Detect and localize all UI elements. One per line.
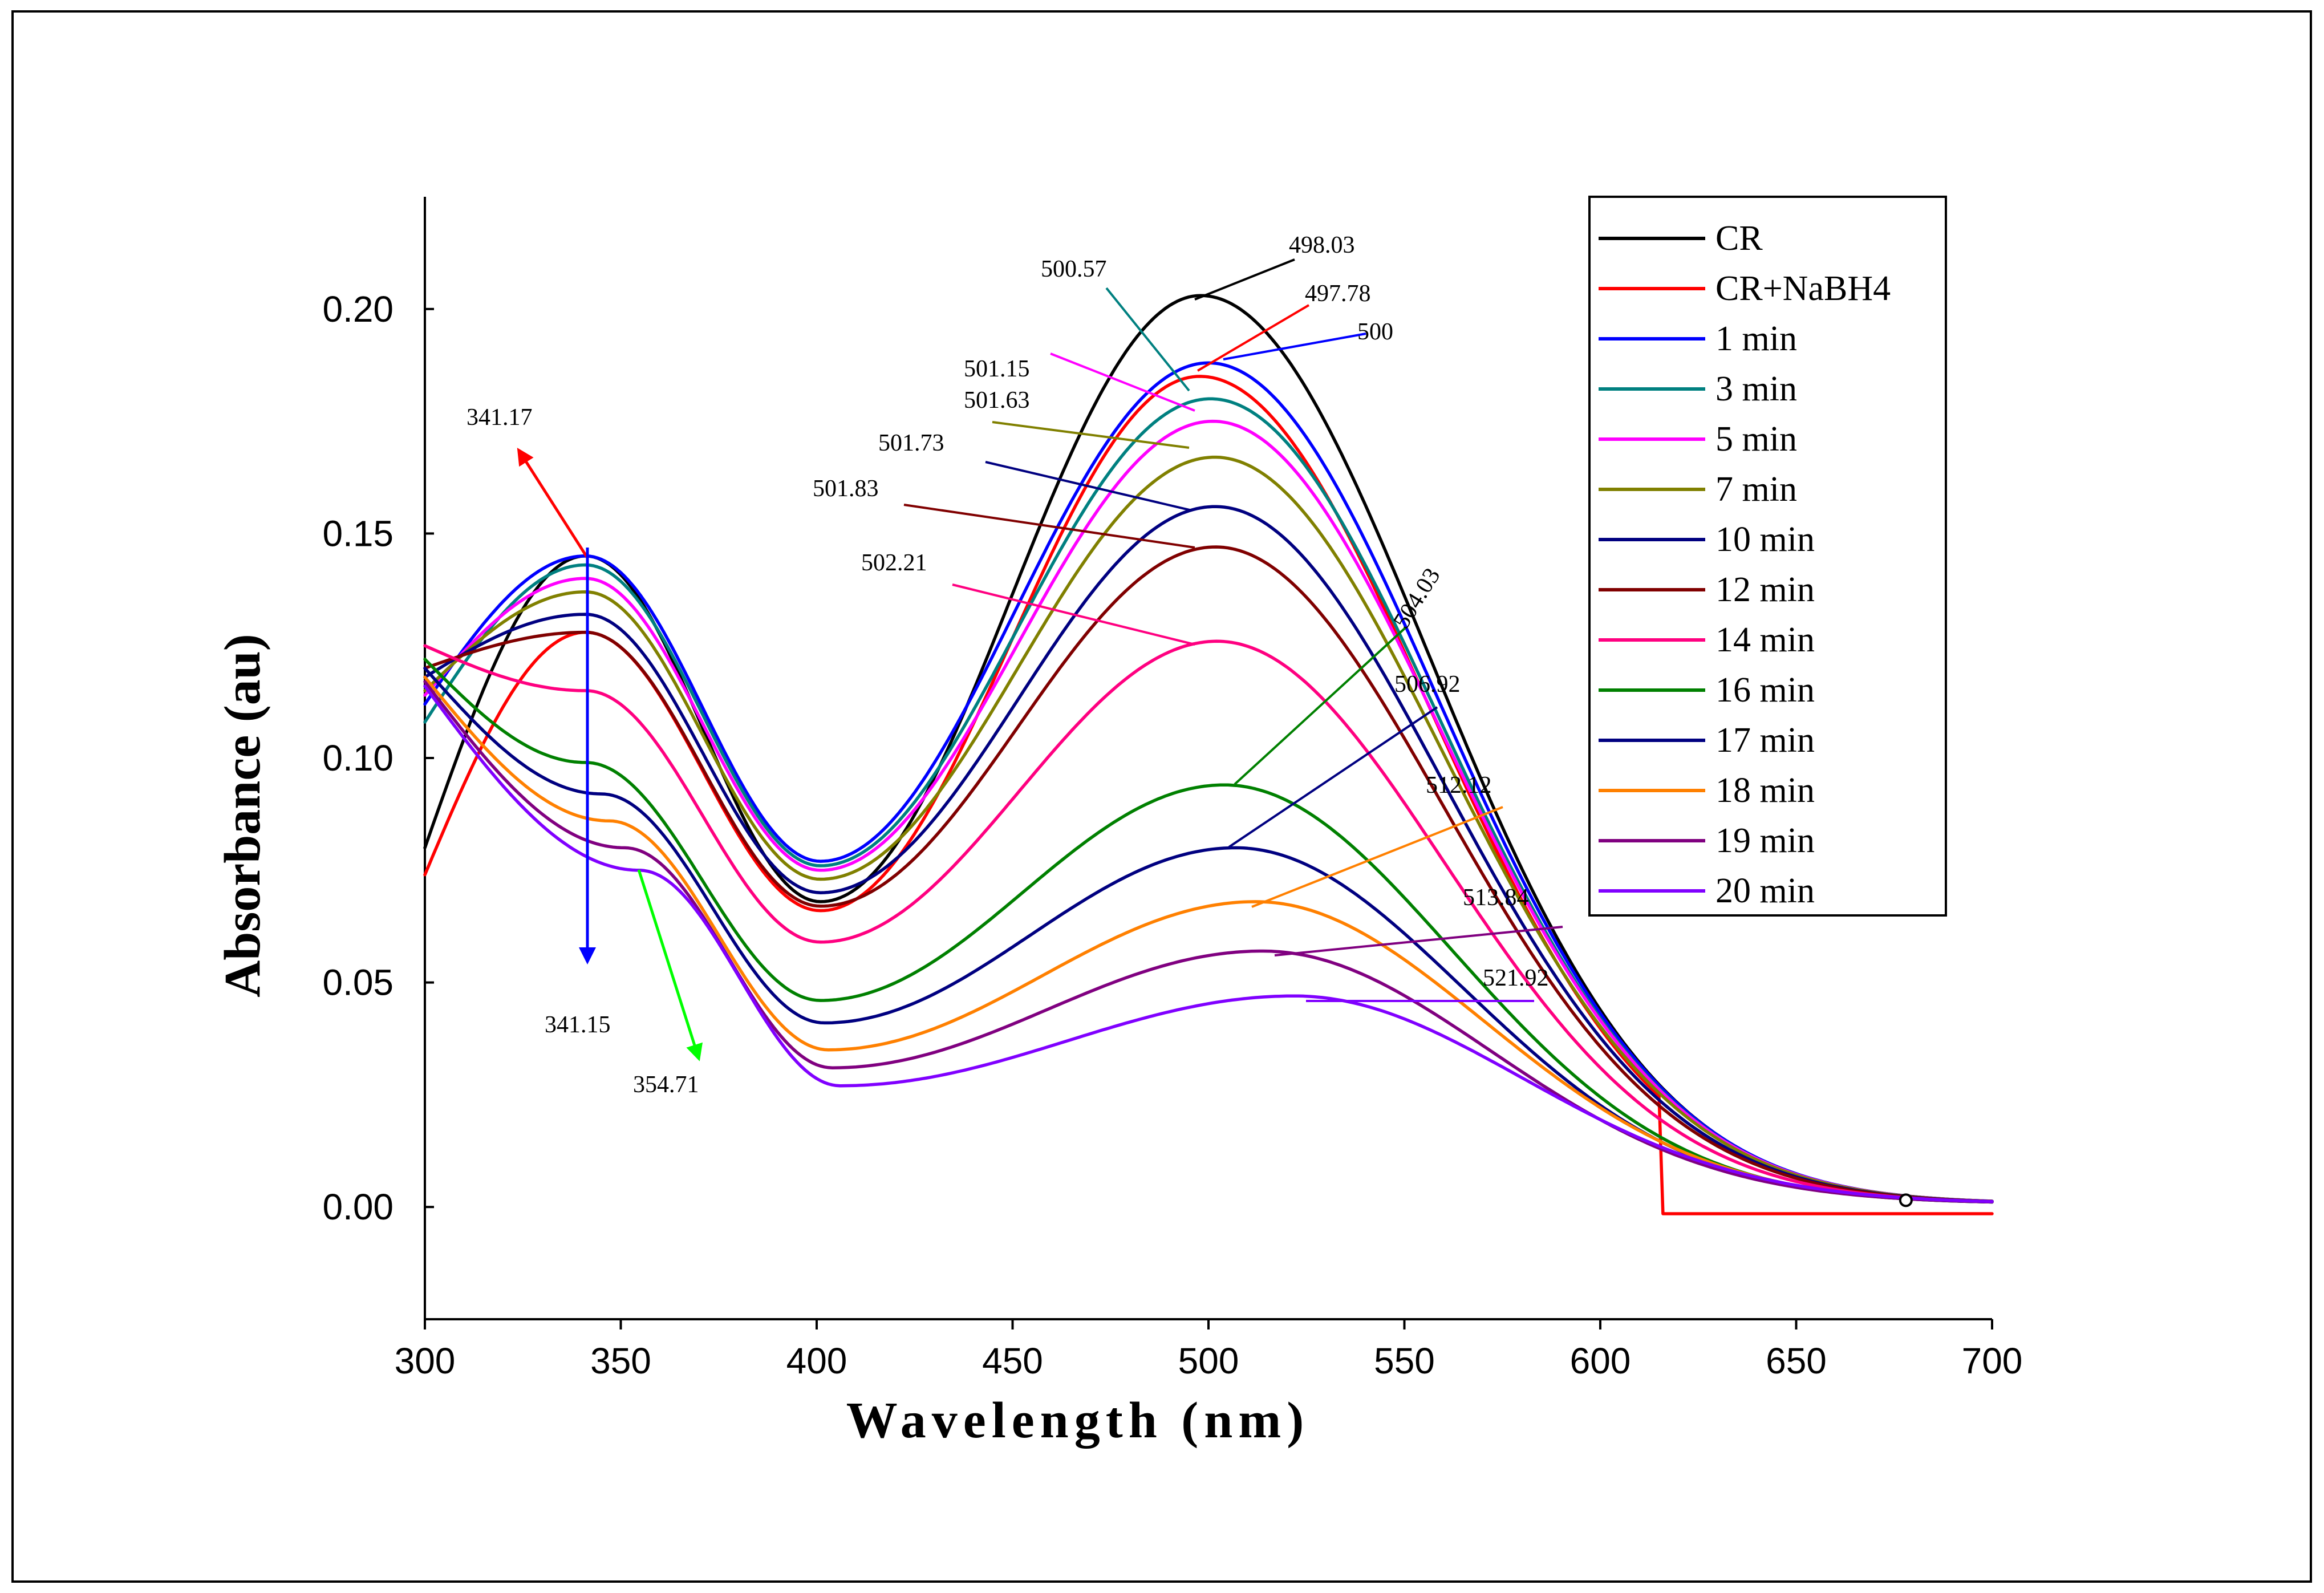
- annotation-leader: [992, 421, 1190, 449]
- annotation-label: 521.92: [1483, 965, 1549, 991]
- x-tick-label: 300: [395, 1340, 456, 1381]
- legend-label: 16 min: [1715, 671, 1815, 710]
- y-tick-label: 0.00: [322, 1186, 394, 1227]
- legend-box: [1588, 196, 1947, 917]
- x-tick-label: 600: [1570, 1340, 1631, 1381]
- plot-axes: 300 350 400 450 500 550 600 650 700 0.00 0.05 0.10 0…: [322, 197, 2022, 1381]
- annotation-label: 497.78: [1305, 281, 1371, 307]
- annotation-leader: [1197, 304, 1310, 372]
- x-tick-label: 350: [590, 1340, 651, 1381]
- annotation-label: 501.73: [878, 430, 944, 456]
- series-line: [423, 505, 1994, 1203]
- legend-label: 1 min: [1715, 319, 1797, 358]
- annotation-leader: [1105, 287, 1190, 392]
- annotation-leader: [1234, 626, 1407, 785]
- annotation-label: 341.15: [545, 1012, 611, 1038]
- annotation-leader: [637, 869, 703, 1061]
- annotation-label: 506.92: [1394, 671, 1461, 698]
- series-line: [423, 684, 1994, 1203]
- series-line: [423, 455, 1994, 1203]
- x-tick-label: 700: [1962, 1340, 2023, 1381]
- series-line: [423, 639, 1994, 1203]
- series-marker: [1899, 1193, 1913, 1207]
- legend: CR CR+NaBH4 1 min 3 min 5 min 7 min 10 min 12 m…: [1588, 196, 1947, 917]
- annotation-label: 500: [1357, 319, 1393, 345]
- legend-label: 19 min: [1715, 821, 1815, 860]
- y-tick-label: 0.10: [322, 737, 394, 779]
- legend-label: 17 min: [1715, 721, 1815, 760]
- legend-label: CR+NaBH4: [1715, 269, 1891, 308]
- annotation-label: 354.71: [633, 1072, 699, 1098]
- annotation-leader: [1251, 806, 1503, 908]
- annotation-label: 501.63: [964, 387, 1030, 414]
- annotation-label: 498.03: [1289, 232, 1355, 258]
- annotation-leader: [1228, 706, 1438, 848]
- annotation-label: 501.83: [813, 476, 879, 502]
- legend-label: 20 min: [1715, 872, 1815, 910]
- legend-label: CR: [1715, 219, 1763, 258]
- legend-label: 10 min: [1715, 520, 1815, 559]
- legend-label: 14 min: [1715, 621, 1815, 659]
- plot-series: [423, 294, 1994, 1215]
- annotation-label: 341.17: [467, 404, 533, 431]
- x-axis-title: Wavelength (nm): [846, 1392, 1309, 1449]
- annotation-leader: [1194, 258, 1295, 301]
- x-tick-label: 500: [1178, 1340, 1239, 1381]
- annotation-label: 500.57: [1041, 256, 1107, 282]
- annotation-leader: [985, 461, 1193, 512]
- x-tick-label: 400: [786, 1340, 847, 1381]
- annotation-leader: [903, 504, 1195, 549]
- x-tick-label: 550: [1374, 1340, 1435, 1381]
- annotation-leader: [1274, 926, 1563, 956]
- annotation-leader: [1050, 352, 1195, 412]
- annotation-leader: [517, 447, 589, 559]
- annotation-label: 502.21: [861, 550, 927, 576]
- series-line: [423, 545, 1994, 1203]
- x-tick-label: 650: [1766, 1340, 1827, 1381]
- annotation-label: 512.12: [1426, 772, 1492, 798]
- y-tick-label: 0.15: [322, 513, 394, 554]
- series-line: [423, 680, 1994, 1204]
- y-tick-label: 0.05: [322, 962, 394, 1003]
- annotation-leader: [952, 583, 1195, 646]
- legend-label: 12 min: [1715, 570, 1815, 609]
- legend-label: 3 min: [1715, 370, 1797, 408]
- legend-label: 18 min: [1715, 771, 1815, 810]
- annotation-leader: [1223, 333, 1366, 360]
- y-axis-title: Absorbance (au): [214, 634, 271, 998]
- legend-label: 5 min: [1715, 420, 1797, 459]
- legend-label: 7 min: [1715, 470, 1797, 509]
- annotation-label: 513.84: [1463, 885, 1529, 911]
- x-tick-label: 450: [982, 1340, 1043, 1381]
- y-tick-label: 0.20: [322, 289, 394, 330]
- annotation-label: 501.15: [964, 356, 1030, 382]
